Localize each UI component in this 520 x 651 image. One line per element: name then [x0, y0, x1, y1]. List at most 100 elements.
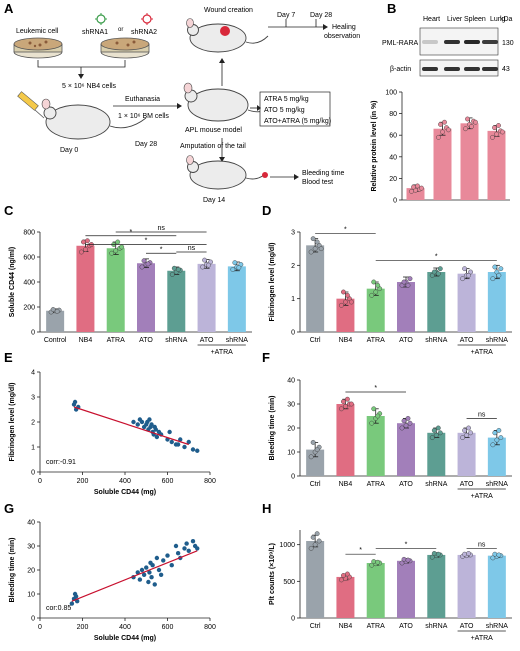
- regression-line: [71, 550, 198, 602]
- data-point: [446, 127, 451, 133]
- amputation-label: Amputation of the tail: [180, 143, 246, 150]
- x-tick-label: 200: [77, 478, 89, 485]
- x-tick-label: ATO: [460, 623, 474, 630]
- data-point: [401, 279, 407, 285]
- data-point: [312, 542, 318, 548]
- group-bracket-label: +ATRA: [471, 349, 494, 356]
- y-tick-label: 0: [31, 330, 35, 337]
- y-tick-label: 1000: [279, 542, 295, 549]
- data-point: [494, 131, 499, 137]
- day14-label: Day 14: [203, 197, 225, 204]
- data-point: [345, 571, 350, 577]
- data-point: [318, 246, 324, 252]
- blot-tissue-lung: Lung: [490, 16, 506, 23]
- scatter-point: [175, 551, 181, 556]
- y-tick-label: 30: [287, 402, 295, 409]
- syringe-icon: [17, 91, 45, 119]
- data-point: [429, 435, 435, 440]
- scatter-point: [195, 546, 200, 551]
- x-tick-label: 200: [77, 624, 89, 631]
- bar: [406, 188, 425, 200]
- x-tick-label: ATRA: [107, 337, 125, 344]
- data-point: [436, 134, 441, 140]
- healing-obs-label: observation: [324, 33, 360, 40]
- data-point: [316, 538, 322, 544]
- x-tick-label: ATO: [460, 481, 474, 488]
- blot-tissue-liver: Liver: [447, 16, 463, 23]
- x-tick-label: 600: [162, 478, 174, 485]
- data-point: [373, 289, 379, 295]
- data-point: [200, 264, 205, 270]
- scatter-point: [137, 577, 143, 582]
- data-point: [500, 129, 505, 135]
- data-point: [50, 307, 56, 312]
- significance-label: ns: [157, 225, 165, 232]
- data-point: [202, 257, 207, 263]
- chart-c: 0 200 400 600 800 Control NB4 ATRA ATO shRNA ATO sh…: [9, 225, 252, 356]
- mouse-icon-wound: [186, 18, 269, 53]
- bar: [197, 263, 216, 332]
- data-point: [314, 239, 320, 245]
- significance-label: *: [359, 547, 362, 554]
- y-tick-label: 1: [31, 445, 35, 452]
- data-point: [409, 188, 414, 194]
- virus-icon-shrna2: [141, 13, 153, 25]
- x-tick-label: 600: [162, 624, 174, 631]
- scatter-point: [190, 539, 196, 544]
- y-tick-label: 20: [27, 568, 35, 575]
- scatter-point: [173, 543, 179, 549]
- x-tick-label: shRNA: [486, 337, 509, 344]
- significance-label: *: [405, 541, 408, 548]
- data-point: [371, 559, 377, 564]
- data-point: [466, 425, 471, 431]
- data-point: [494, 437, 500, 443]
- x-tick-label: shRNA: [226, 337, 249, 344]
- data-point: [343, 299, 348, 305]
- significance-label: *: [344, 227, 347, 234]
- y-tick-label: 200: [23, 305, 35, 312]
- y-tick-label: 20: [287, 426, 295, 433]
- data-point: [345, 396, 350, 402]
- data-point: [109, 250, 115, 256]
- data-point: [119, 244, 125, 250]
- bar: [460, 123, 479, 200]
- blot-tissue-spleen: Spleen: [464, 16, 486, 23]
- bar: [46, 310, 65, 332]
- data-point: [230, 267, 236, 272]
- data-point: [308, 454, 314, 460]
- y-tick-label: 100: [385, 90, 397, 97]
- data-point: [415, 183, 420, 189]
- bar: [487, 437, 506, 476]
- y-tick-label: 40: [287, 378, 295, 385]
- scatter-point: [131, 419, 136, 425]
- data-point: [339, 577, 344, 583]
- y-axis-label: Bleeding time (min): [9, 538, 16, 603]
- data-point: [141, 258, 147, 264]
- data-point: [371, 406, 377, 412]
- bar: [427, 272, 446, 332]
- data-point: [405, 415, 411, 421]
- y-tick-label: 400: [23, 280, 35, 287]
- data-point: [437, 266, 443, 272]
- scatter-point: [190, 447, 196, 452]
- significance-label: *: [160, 246, 163, 253]
- data-point: [464, 432, 469, 438]
- y-tick-label: 3: [291, 230, 295, 237]
- y-tick-label: 30: [27, 544, 35, 551]
- scatter-point: [141, 572, 147, 577]
- chart-b: 0 20 40 60 80 100 Relative protein level (in %…: [371, 90, 510, 205]
- panel-label-b: B: [387, 1, 396, 16]
- scatter-point: [186, 439, 191, 445]
- x-tick-label: ATRA: [367, 481, 385, 488]
- data-point: [435, 271, 441, 277]
- data-point: [469, 124, 474, 129]
- data-point: [371, 279, 377, 285]
- x-tick-label: ATO: [200, 337, 214, 344]
- blot-row-kda-pml: 130: [502, 40, 514, 47]
- x-tick-label: ATO: [399, 623, 413, 630]
- model-label: APL mouse model: [185, 127, 242, 134]
- data-point: [462, 266, 467, 272]
- data-point: [139, 264, 145, 270]
- data-point: [466, 551, 471, 556]
- bar: [366, 416, 385, 476]
